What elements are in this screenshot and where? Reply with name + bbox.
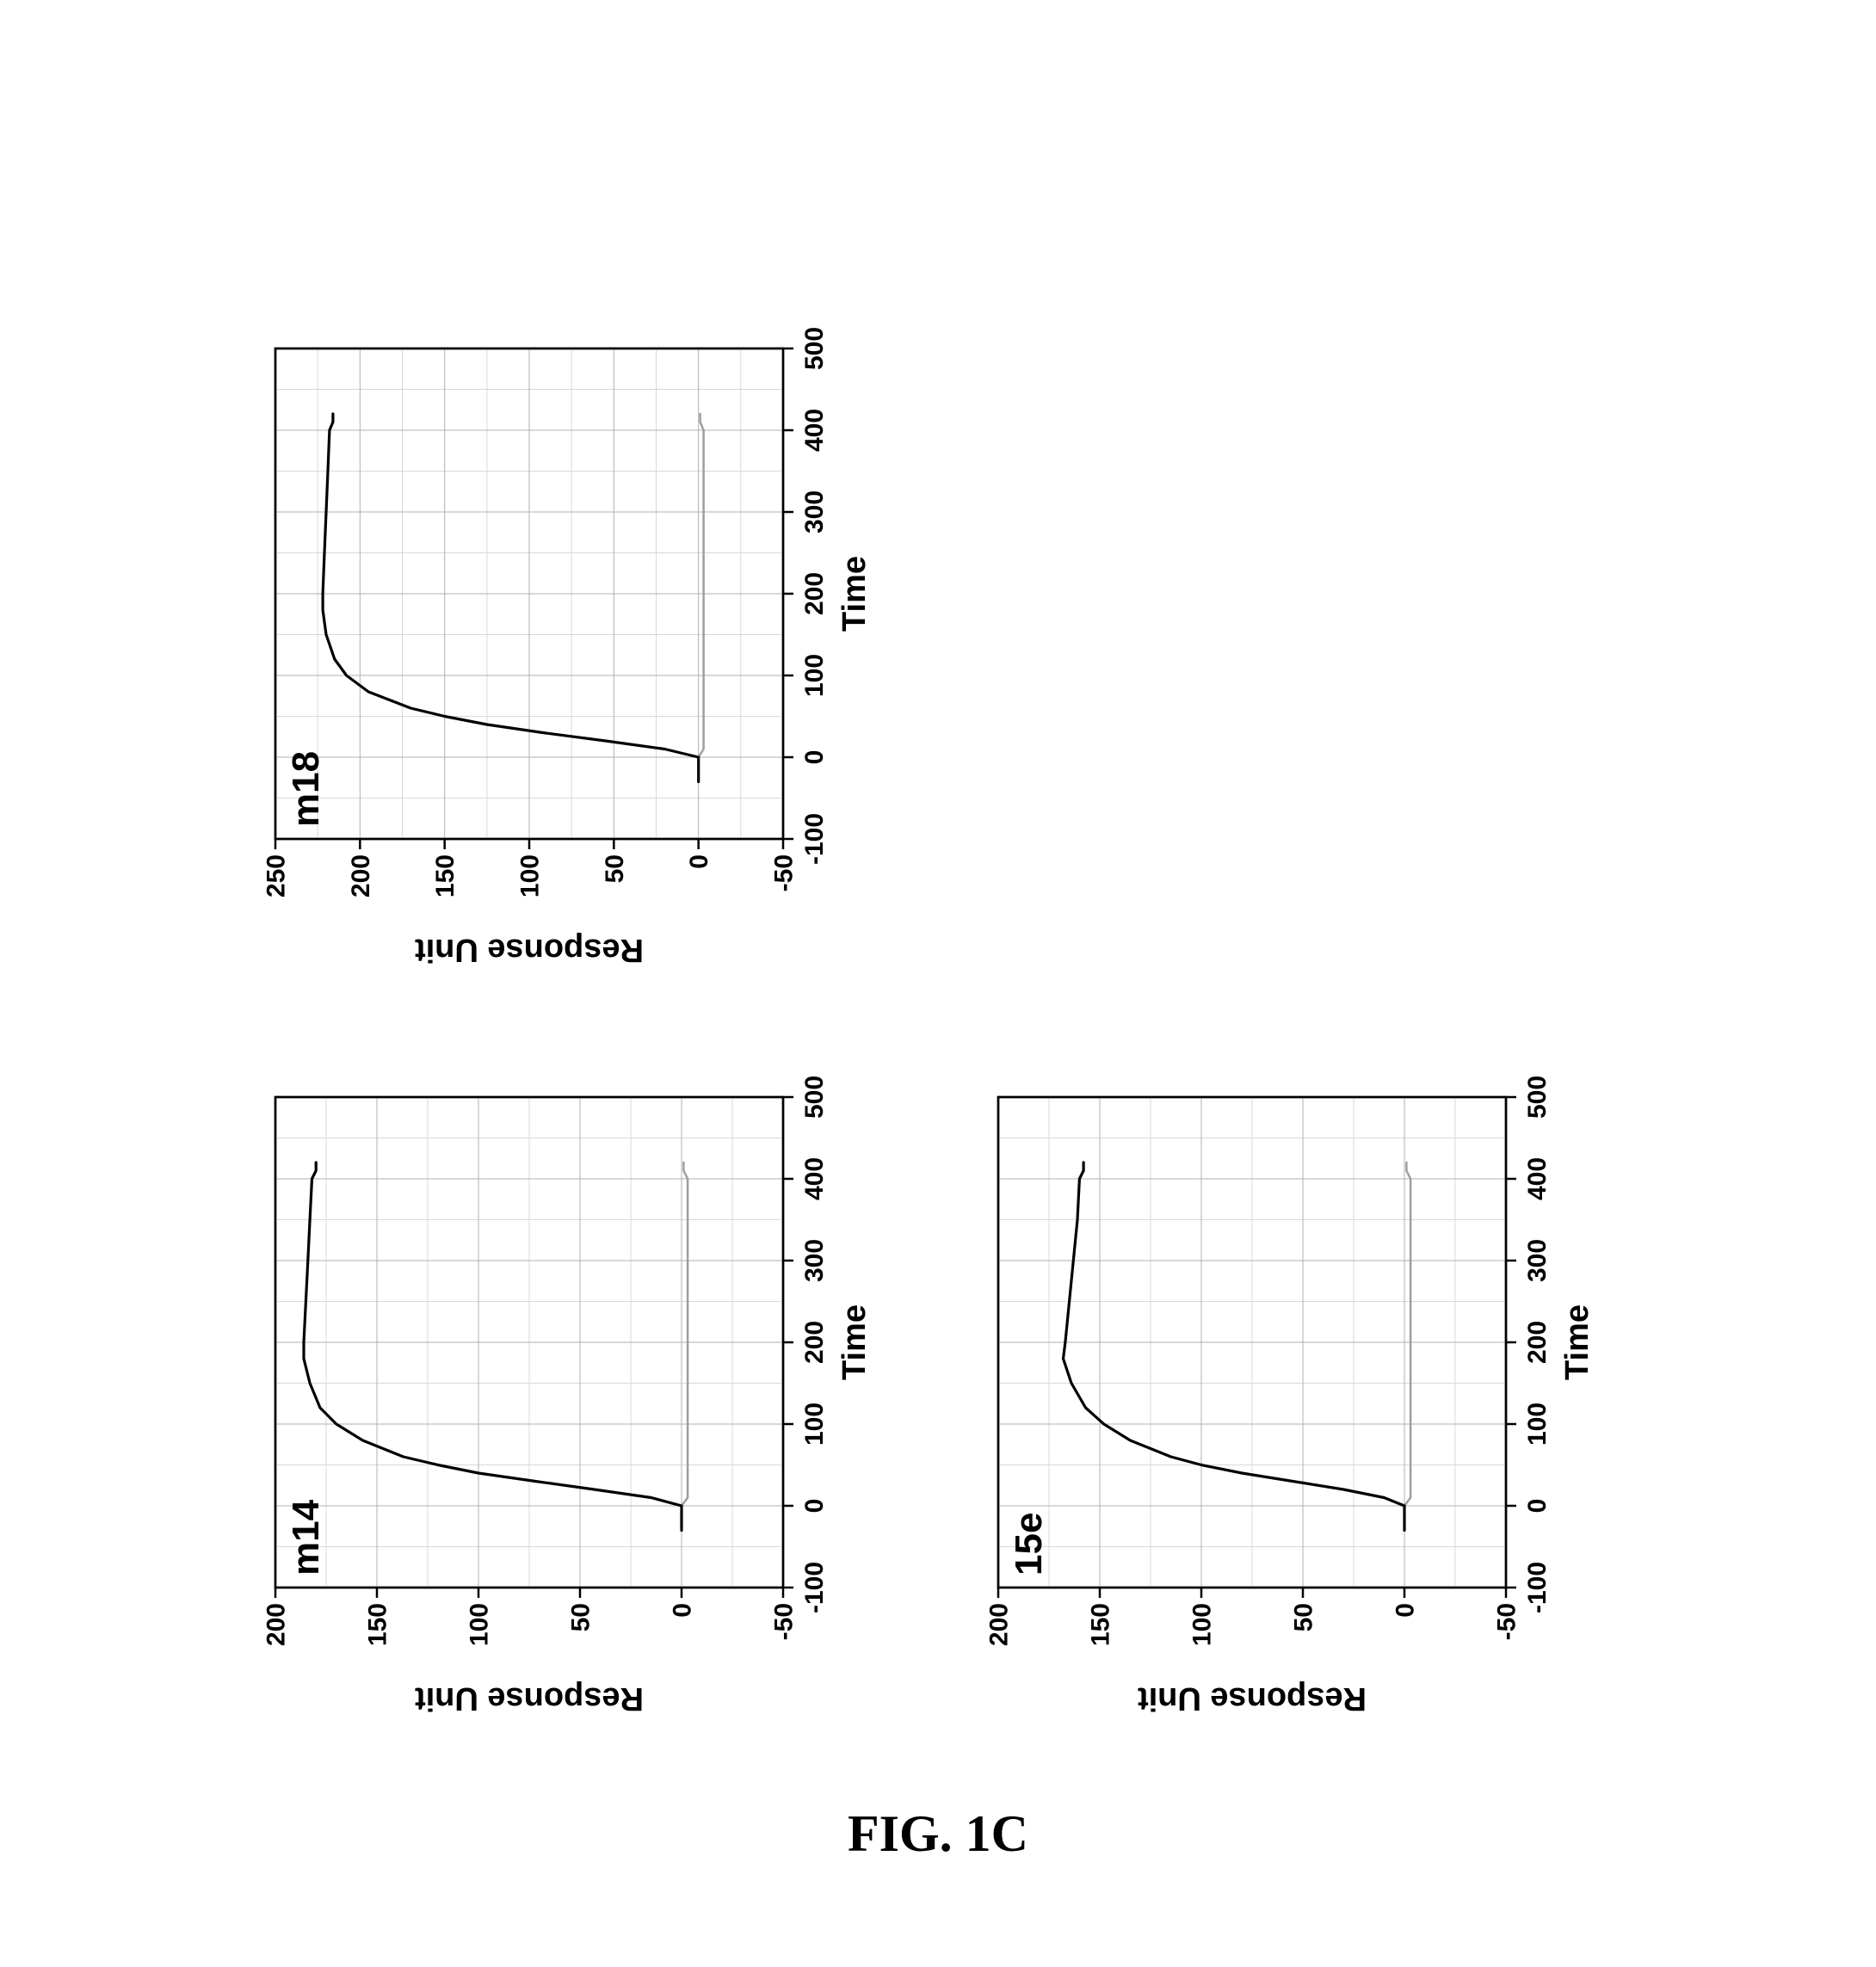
xtick-label: 200 <box>1523 1321 1552 1364</box>
xtick-label: -100 <box>1523 1562 1552 1613</box>
xtick-label: 500 <box>1523 1076 1552 1119</box>
ytick-label: 250 <box>262 854 291 897</box>
ytick-label: 100 <box>516 854 545 897</box>
panel-m18: -100 0 100 200 300 400 500 -50 0 50 100 150 200 250 Ti… <box>241 327 912 972</box>
xtick-label: 0 <box>800 1499 829 1514</box>
ytick-label: 0 <box>685 854 713 869</box>
ytick-label: 0 <box>1392 1603 1420 1618</box>
ytick-label: 50 <box>567 1603 596 1631</box>
panel-grid: -1000100200300400500-50050100150200TimeR… <box>241 327 1635 1721</box>
chart-15e: -1000100200300400500-50050100150200TimeR… <box>964 1076 1635 1721</box>
xtick-label: 400 <box>1523 1157 1552 1200</box>
xtick-label: 500 <box>800 327 829 370</box>
ytick-label: 50 <box>1290 1603 1318 1631</box>
y-axis-label: Response Unit <box>415 932 644 968</box>
chart-m14: -1000100200300400500-50050100150200TimeR… <box>241 1076 912 1721</box>
xtick-label: 400 <box>800 1157 829 1200</box>
ytick-label: 100 <box>1188 1603 1217 1646</box>
panel-m14: -1000100200300400500-50050100150200TimeR… <box>241 1076 912 1721</box>
xtick-label: 100 <box>1523 1403 1552 1446</box>
figure-caption: FIG. 1C <box>848 1804 1028 1864</box>
ytick-label: 200 <box>985 1603 1014 1646</box>
ytick-label: -50 <box>1493 1603 1521 1640</box>
x-axis-label: Time <box>1559 1304 1595 1380</box>
panel-label: m14 <box>285 1499 327 1575</box>
ytick-label: 150 <box>431 854 460 897</box>
y-axis-label: Response Unit <box>415 1680 644 1717</box>
ytick-label: -50 <box>770 854 799 891</box>
ytick-label: 0 <box>669 1603 697 1618</box>
panel-label: m18 <box>285 751 327 827</box>
xtick-label: 500 <box>800 1076 829 1119</box>
chart-m18: -100 0 100 200 300 400 500 -50 0 50 100 150 200 250 Ti… <box>241 327 912 972</box>
xtick-label: 0 <box>1523 1499 1552 1514</box>
xtick-label: 200 <box>800 1321 829 1364</box>
ytick-label: 200 <box>347 854 375 897</box>
panel-label: 15e <box>1008 1513 1050 1575</box>
xtick-label: 400 <box>800 409 829 452</box>
xtick-label: 200 <box>800 572 829 615</box>
ytick-label: 150 <box>364 1603 392 1646</box>
x-axis-label: Time <box>836 1304 873 1380</box>
xtick-label: 300 <box>1523 1239 1552 1282</box>
xtick-label: -100 <box>800 1562 829 1613</box>
xtick-label: 100 <box>800 1403 829 1446</box>
ytick-label: 150 <box>1087 1603 1115 1646</box>
page: -1000100200300400500-50050100150200TimeR… <box>0 0 1876 1967</box>
x-axis-label: Time <box>836 556 873 632</box>
xtick-label: 300 <box>800 1239 829 1282</box>
xtick-label: 100 <box>800 654 829 697</box>
ytick-label: 50 <box>601 854 629 883</box>
y-axis-label: Response Unit <box>1138 1680 1367 1717</box>
panel-15e: -1000100200300400500-50050100150200TimeR… <box>964 1076 1635 1721</box>
xtick-label: -100 <box>800 813 829 865</box>
ytick-label: 200 <box>262 1603 291 1646</box>
xtick-label: 0 <box>800 750 829 765</box>
ytick-label: 100 <box>466 1603 494 1646</box>
ytick-label: -50 <box>770 1603 799 1640</box>
xtick-label: 300 <box>800 490 829 533</box>
